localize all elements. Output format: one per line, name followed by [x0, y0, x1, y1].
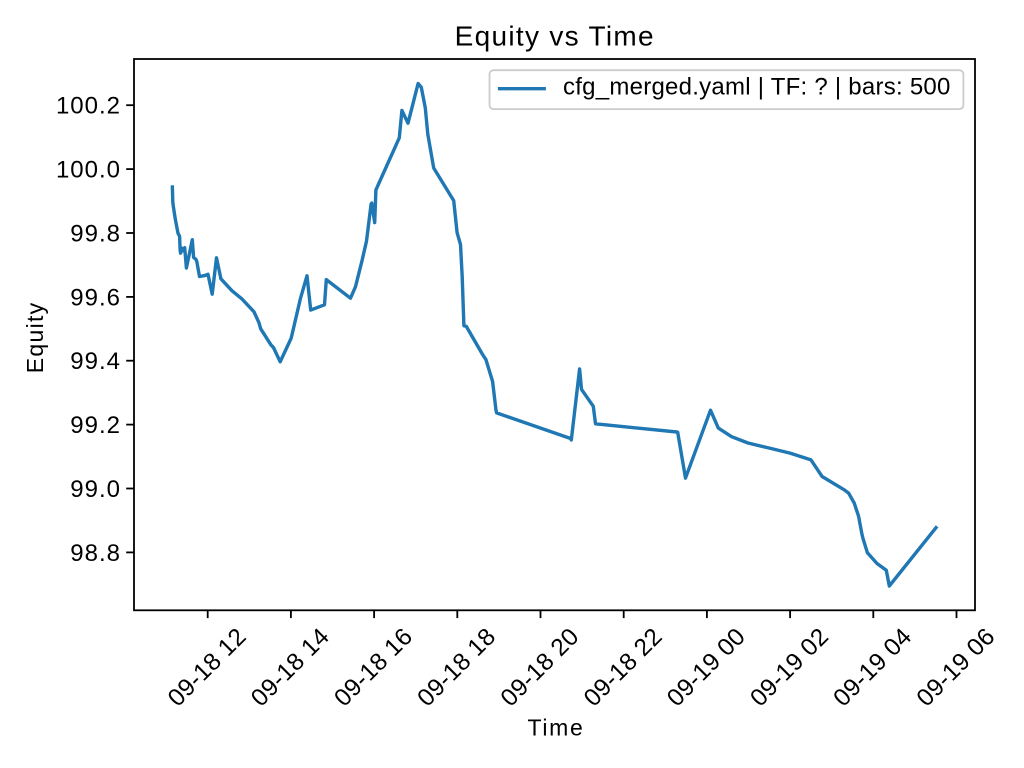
- svg-text:Time: Time: [527, 715, 584, 741]
- svg-text:cfg_merged.yaml | TF: ? | bars: cfg_merged.yaml | TF: ? | bars: 500: [563, 73, 951, 100]
- svg-text:99.6: 99.6: [70, 284, 121, 311]
- svg-text:100.0: 100.0: [56, 157, 121, 184]
- svg-text:09-18 18: 09-18 18: [412, 623, 501, 712]
- svg-text:09-18 22: 09-18 22: [579, 623, 668, 712]
- svg-text:09-19 02: 09-19 02: [745, 623, 834, 712]
- svg-text:09-19 04: 09-19 04: [828, 623, 917, 712]
- svg-text:100.2: 100.2: [56, 93, 121, 120]
- svg-text:09-18 16: 09-18 16: [329, 623, 418, 712]
- svg-text:09-18 14: 09-18 14: [246, 623, 335, 712]
- svg-text:09-19 06: 09-19 06: [912, 623, 1001, 712]
- svg-text:99.2: 99.2: [70, 412, 121, 439]
- svg-text:99.8: 99.8: [70, 220, 121, 247]
- svg-text:99.4: 99.4: [70, 348, 121, 375]
- svg-text:98.8: 98.8: [70, 540, 121, 567]
- svg-text:Equity vs Time: Equity vs Time: [455, 20, 655, 51]
- svg-text:09-19 00: 09-19 00: [662, 623, 751, 712]
- svg-text:09-18 20: 09-18 20: [496, 623, 585, 712]
- svg-text:99.0: 99.0: [70, 476, 121, 503]
- svg-text:09-18 12: 09-18 12: [163, 623, 252, 712]
- svg-text:Equity: Equity: [22, 302, 48, 374]
